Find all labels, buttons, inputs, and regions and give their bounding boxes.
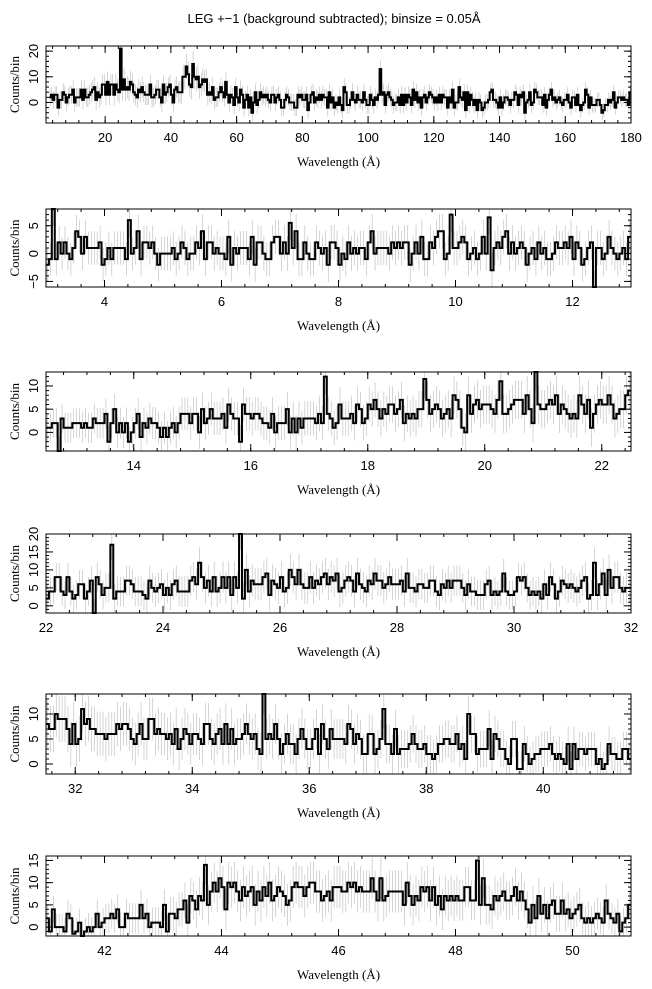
plot-frame	[45, 855, 632, 937]
x-tick-label: 34	[185, 781, 199, 796]
x-tick-label: 140	[489, 130, 511, 145]
x-tick-label: 8	[335, 294, 342, 309]
panel-5: 32 34 36 38 40 0 5 10 Wavelength (Å) Counts/bin	[7, 693, 632, 820]
x-tick-label: 46	[331, 943, 345, 958]
plot-frame	[45, 45, 632, 124]
panel-6: 42 44 46 48 50 0 5 10 15 Wavelength (Å) Counts/bin	[7, 853, 632, 982]
x-tick-label: 32	[68, 781, 82, 796]
y-tick-label: 0	[26, 250, 41, 257]
x-tick-label: 120	[423, 130, 445, 145]
y-tick-label: 0	[26, 760, 41, 767]
y-axis-label: Counts/bin	[7, 382, 22, 440]
y-tick-label: 5	[26, 735, 41, 742]
x-tick-label: 4	[101, 294, 108, 309]
y-tick-label: 15	[26, 545, 41, 559]
x-tick-label: 20	[478, 458, 492, 473]
spectrum-step-line	[46, 208, 631, 288]
x-tick-label: 42	[97, 943, 111, 958]
y-axis-label: Counts/bin	[7, 705, 22, 763]
y-tick-label: 0	[26, 429, 41, 436]
x-tick-label: 6	[218, 294, 225, 309]
x-tick-label: 160	[554, 130, 576, 145]
x-axis-label: Wavelength (Å)	[297, 644, 380, 659]
x-tick-label: 30	[507, 620, 521, 635]
spectrum-step-line	[46, 693, 631, 770]
y-tick-label: −5	[26, 274, 41, 289]
error-bars	[47, 694, 630, 774]
y-tick-label: 5	[26, 584, 41, 591]
x-axis-label: Wavelength (Å)	[297, 318, 380, 333]
plot-frame	[45, 693, 632, 775]
x-tick-label: 26	[273, 620, 287, 635]
y-tick-label: 20	[26, 527, 41, 541]
x-tick-label: 20	[98, 130, 112, 145]
x-tick-label: 40	[536, 781, 550, 796]
y-tick-label: 5	[26, 901, 41, 908]
figure-title: LEG +−1 (background subtracted); binsize…	[187, 11, 480, 26]
y-tick-label: 10	[26, 875, 41, 889]
error-bars	[49, 46, 631, 122]
plot-frame	[45, 371, 632, 452]
x-tick-label: 36	[302, 781, 316, 796]
x-axis-label: Wavelength (Å)	[297, 805, 380, 820]
x-axis-label: Wavelength (Å)	[297, 482, 380, 497]
y-axis-label: Counts/bin	[7, 219, 22, 277]
x-axis-label: Wavelength (Å)	[297, 154, 380, 169]
y-tick-label: 0	[26, 602, 41, 609]
y-tick-label: 5	[26, 222, 41, 229]
x-tick-label: 100	[357, 130, 379, 145]
y-tick-label: 10	[26, 70, 41, 84]
y-tick-label: 15	[26, 853, 41, 867]
x-tick-label: 14	[127, 458, 141, 473]
panel-3: 14 16 18 20 22 0 5 10 Wavelength (Å) Counts/bin	[7, 371, 632, 497]
panel-2: 4 6 8 10 12 −5 0 5 Wavelength (Å) Counts/bin	[7, 208, 632, 333]
panel-1: 20 40 60 80 100 120 140 160 180 0 10 20 Wavelength (…	[7, 44, 642, 169]
x-tick-label: 18	[361, 458, 375, 473]
x-tick-label: 32	[624, 620, 638, 635]
x-tick-label: 10	[448, 294, 462, 309]
x-tick-label: 50	[565, 943, 579, 958]
y-tick-label: 20	[26, 44, 41, 58]
x-tick-label: 12	[565, 294, 579, 309]
spectrum-step-line	[46, 371, 631, 452]
x-tick-label: 38	[419, 781, 433, 796]
y-axis-label: Counts/bin	[7, 867, 22, 925]
x-tick-label: 40	[164, 130, 178, 145]
x-tick-label: 16	[244, 458, 258, 473]
y-tick-label: 0	[26, 99, 41, 106]
spectrum-step-line	[46, 533, 631, 614]
x-tick-label: 60	[229, 130, 243, 145]
spectrum-step-line	[49, 47, 631, 114]
x-tick-label: 22	[595, 458, 609, 473]
x-tick-label: 180	[620, 130, 642, 145]
y-axis-label: Counts/bin	[7, 544, 22, 602]
y-axis-label: Counts/bin	[7, 55, 22, 113]
x-tick-label: 48	[448, 943, 462, 958]
y-tick-label: 10	[26, 563, 41, 577]
x-axis-label: Wavelength (Å)	[297, 967, 380, 982]
spectrum-step-line	[46, 859, 631, 937]
x-tick-label: 44	[214, 943, 228, 958]
y-tick-label: 10	[26, 707, 41, 721]
y-tick-label: 10	[26, 379, 41, 393]
x-tick-label: 80	[295, 130, 309, 145]
error-bars	[47, 856, 630, 936]
panel-4: 22 24 26 28 30 32 0 5 10 15 20 Wavelength (Å) Counts…	[7, 527, 638, 659]
x-tick-label: 28	[390, 620, 404, 635]
x-tick-label: 24	[156, 620, 170, 635]
x-tick-label: 22	[39, 620, 53, 635]
y-tick-label: 5	[26, 406, 41, 413]
y-tick-label: 0	[26, 923, 41, 930]
